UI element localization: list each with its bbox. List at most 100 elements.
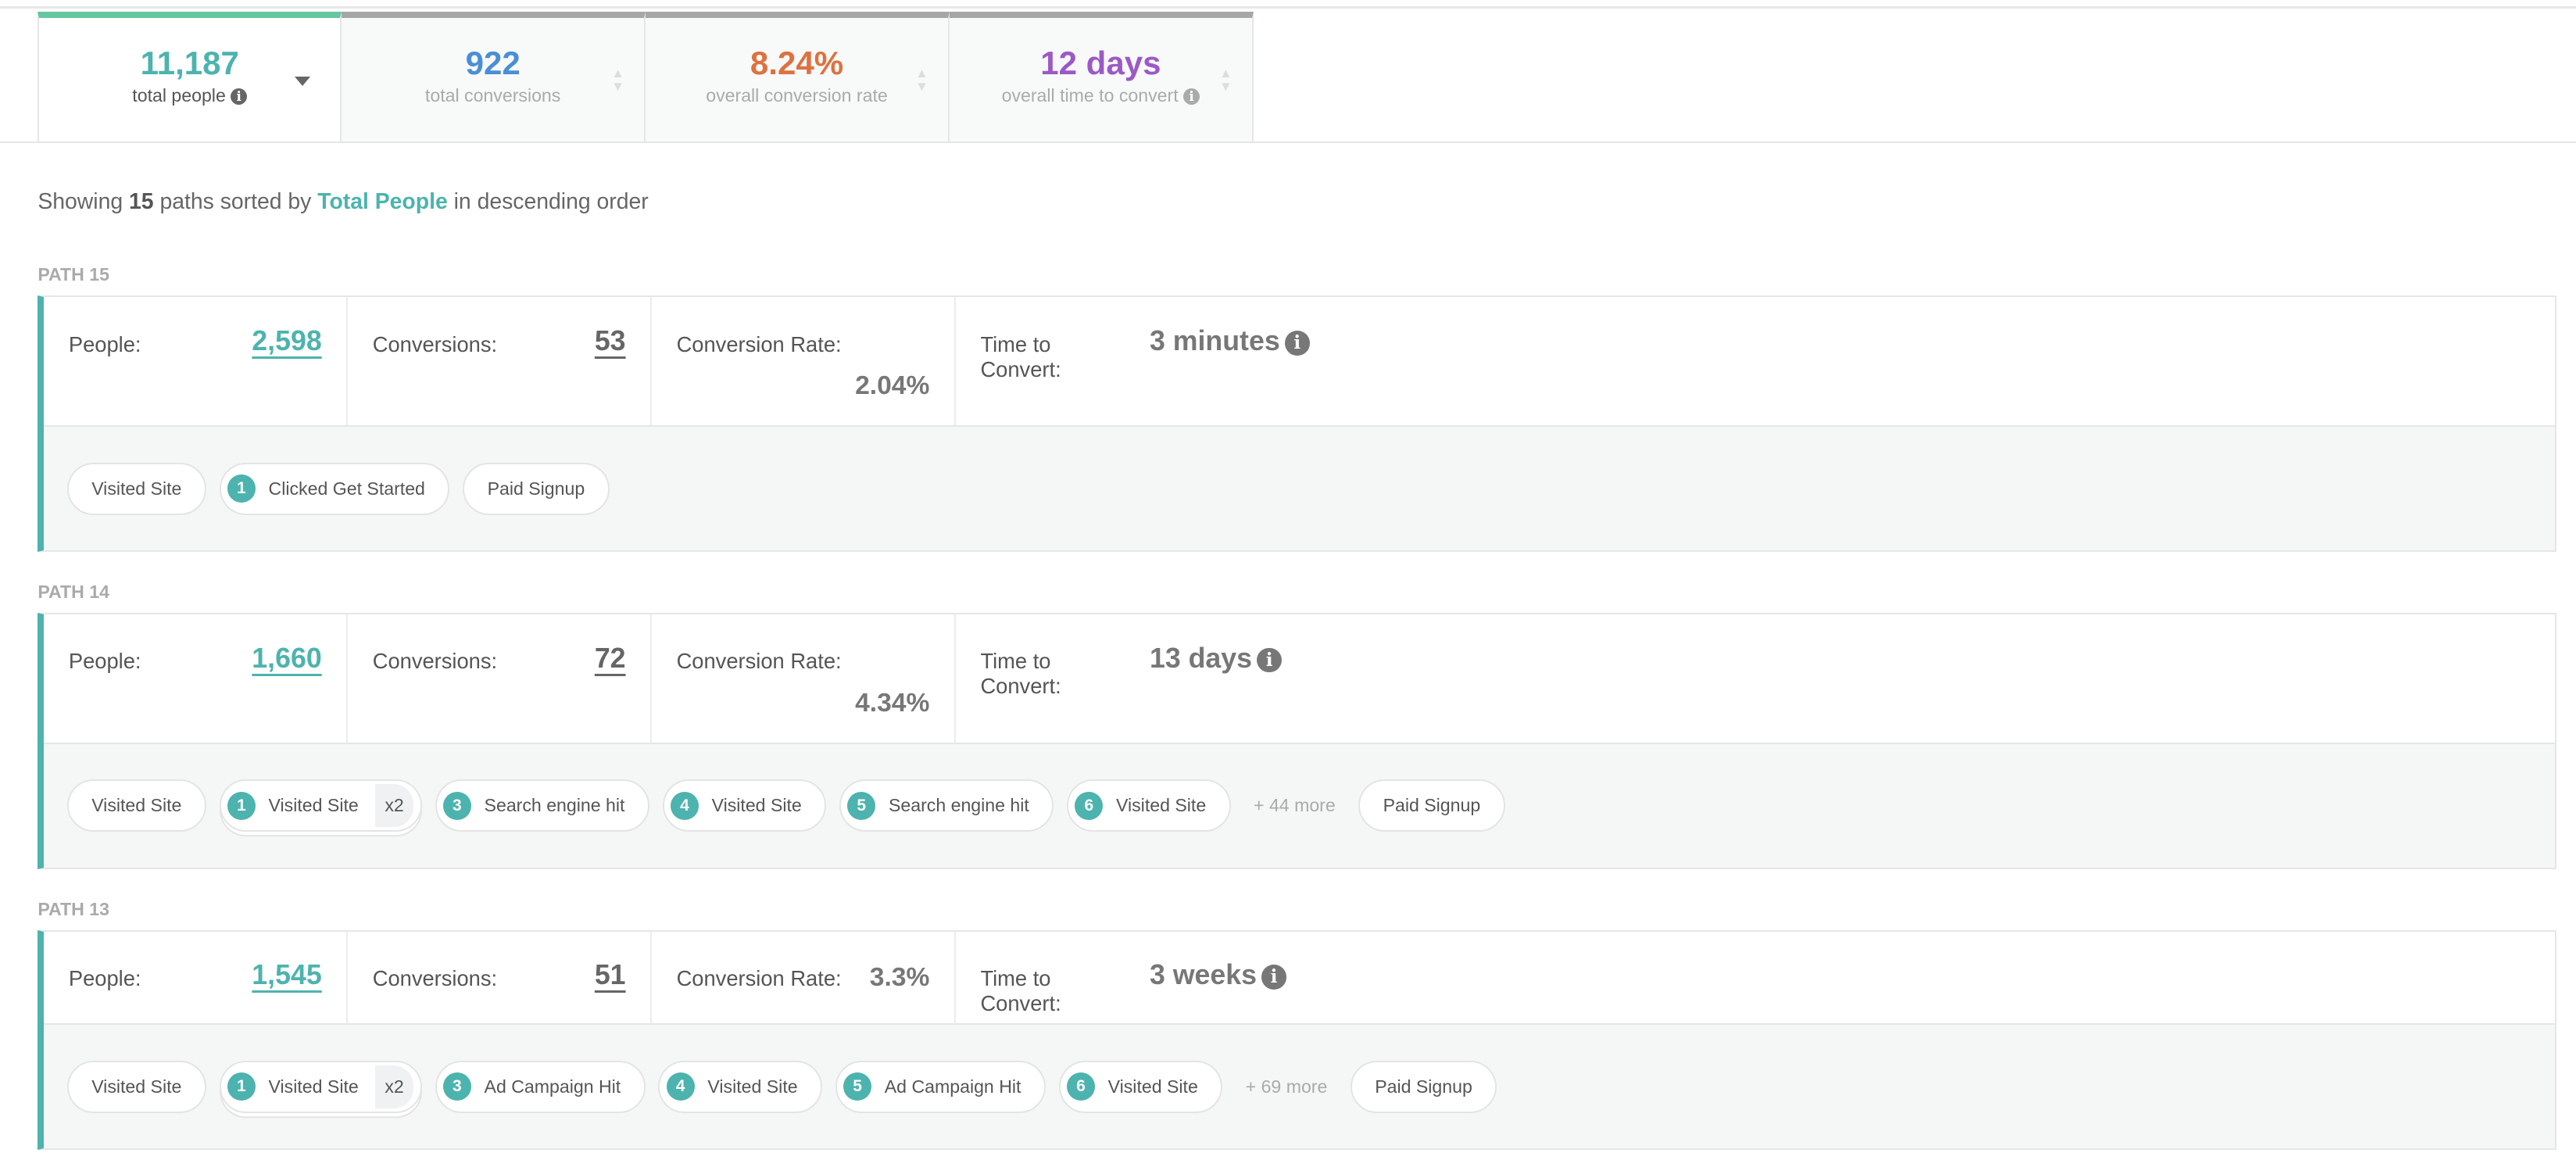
info-icon[interactable]: i: [231, 88, 248, 106]
conversions-link[interactable]: 72: [594, 642, 626, 674]
people-link[interactable]: 1,545: [252, 959, 322, 991]
time-value-wrap: 3 weeks i: [1150, 959, 1286, 991]
info-icon[interactable]: i: [1183, 88, 1200, 106]
step-chip[interactable]: Visited Site: [66, 779, 206, 832]
path-steps: Visited Site 1 Visited Site x2 3 Ad Campaign …: [44, 1025, 2555, 1149]
sort-arrows-icon[interactable]: ▲ ▼: [915, 65, 928, 94]
step-chip[interactable]: Visited Site: [66, 462, 206, 515]
step-label: Visited Site: [711, 795, 802, 816]
step-chip[interactable]: Paid Signup: [1358, 779, 1505, 832]
sort-summary: Showing 15 paths sorted by Total People …: [38, 189, 648, 215]
people-stat: People: 1,660: [44, 614, 349, 743]
step-label: Search engine hit: [888, 795, 1029, 816]
sort-arrows-icon[interactable]: ▲ ▼: [1218, 65, 1233, 94]
path-steps: Visited Site 1 Visited Site x2 3 Search engin…: [44, 743, 2555, 868]
metric-tab-3[interactable]: 12 days overall time to convert i ▲ ▼: [949, 11, 1254, 143]
step-chip[interactable]: Visited Site: [66, 1060, 206, 1113]
people-label: People:: [68, 965, 141, 990]
repeat-count: x2: [374, 1065, 414, 1108]
more-steps-link[interactable]: + 69 more: [1245, 1076, 1328, 1097]
step-label: Search engine hit: [484, 795, 625, 816]
summary-text: in descending order: [447, 188, 649, 214]
time-label: Time to Convert:: [980, 965, 1061, 1015]
info-icon[interactable]: i: [1257, 647, 1282, 673]
time-value-wrap: 3 minutes i: [1150, 325, 1310, 357]
step-label: Visited Site: [1116, 795, 1207, 816]
rate-stat: Conversion Rate: 2.04%: [652, 297, 956, 426]
path-count: 15: [129, 188, 154, 214]
step-chip[interactable]: 5 Ad Campaign Hit: [835, 1060, 1046, 1113]
step-chip[interactable]: 1 Visited Site x2: [219, 779, 422, 832]
path-stats: People: 1,660 Conversions: 72 Conversion Rat…: [44, 614, 2555, 744]
step-chip[interactable]: 1 Clicked Get Started: [219, 462, 450, 515]
rate-stat: Conversion Rate: 3.3%: [652, 931, 956, 1024]
step-label: Visited Site: [91, 795, 182, 816]
step-chip[interactable]: 3 Ad Campaign Hit: [435, 1060, 646, 1113]
repeat-count: x2: [374, 784, 414, 828]
step-number-badge: 1: [227, 1072, 256, 1101]
step-chip[interactable]: 1 Visited Site x2: [219, 1060, 422, 1113]
time-label: Time to Convert:: [980, 331, 1061, 381]
metric-tabs: 11,187 total people i 922 total conversions…: [38, 11, 1254, 143]
step-label: Clicked Get Started: [268, 478, 425, 499]
sort-field: Total People: [317, 188, 448, 214]
conversions-link[interactable]: 51: [594, 959, 626, 991]
metric-label-text: total conversions: [424, 84, 561, 106]
step-label: Visited Site: [91, 478, 182, 499]
metric-value: 922: [465, 45, 521, 82]
step-chip[interactable]: Paid Signup: [463, 462, 610, 515]
sort-arrows-icon[interactable]: ▲ ▼: [611, 65, 624, 94]
metric-tab-0[interactable]: 11,187 total people i: [38, 11, 342, 143]
step-chip[interactable]: 4 Visited Site: [658, 1060, 823, 1113]
step-chip[interactable]: 3 Search engine hit: [435, 779, 649, 832]
metric-label: total conversions: [342, 85, 644, 106]
time-value: 3 weeks: [1149, 959, 1257, 991]
people-link[interactable]: 1,660: [252, 642, 322, 674]
time-value-wrap: 13 days i: [1150, 643, 1282, 675]
metric-value: 8.24%: [750, 45, 844, 82]
divider: [0, 6, 2576, 9]
step-label: Paid Signup: [1383, 795, 1481, 816]
step-label: Visited Site: [1107, 1076, 1198, 1097]
info-icon[interactable]: i: [1284, 330, 1310, 356]
conversions-link[interactable]: 53: [594, 325, 626, 357]
summary-text: Showing: [38, 188, 130, 214]
step-chip[interactable]: Paid Signup: [1350, 1060, 1497, 1113]
metric-tab-2[interactable]: 8.24% overall conversion rate ▲ ▼: [646, 11, 950, 143]
step-number-badge: 5: [843, 1072, 871, 1101]
step-number-badge: 1: [227, 791, 256, 820]
divider: [0, 141, 2576, 143]
metric-label-text: overall time to convert: [1001, 84, 1179, 106]
step-label: Paid Signup: [1375, 1076, 1472, 1097]
path-card: People: 1,545 Conversions: 51 Conversion Rat…: [38, 929, 2556, 1151]
step-number-badge: 4: [671, 791, 699, 820]
step-number-badge: 3: [443, 791, 471, 820]
metric-label: overall conversion rate: [646, 85, 948, 106]
step-chip[interactable]: 5 Search engine hit: [839, 779, 1054, 832]
info-icon[interactable]: i: [1261, 965, 1286, 990]
step-chip[interactable]: 4 Visited Site: [662, 779, 827, 832]
people-stat: People: 2,598: [44, 297, 349, 426]
time-stat: Time to Convert: 3 minutes i: [956, 297, 1310, 425]
people-label: People:: [68, 649, 141, 674]
step-chip[interactable]: 6 Visited Site: [1058, 1060, 1223, 1113]
metric-value: 12 days: [1040, 45, 1161, 82]
step-number-badge: 5: [847, 791, 876, 820]
step-number-badge: 6: [1075, 791, 1104, 820]
rate-label: Conversion Rate:: [676, 649, 842, 674]
caret-down-icon[interactable]: [295, 77, 311, 86]
more-steps-link[interactable]: + 44 more: [1254, 795, 1336, 816]
rate-value: 3.3%: [869, 962, 930, 992]
time-stat: Time to Convert: 13 days i: [956, 614, 1282, 743]
step-label: Ad Campaign Hit: [884, 1076, 1021, 1097]
metric-label-text: overall conversion rate: [706, 84, 888, 106]
time-value: 13 days: [1149, 642, 1253, 674]
metric-tab-1[interactable]: 922 total conversions ▲ ▼: [342, 11, 646, 143]
path-card: People: 2,598 Conversions: 53 Conversion Rat…: [38, 295, 2556, 552]
metric-label: total people i: [39, 85, 340, 106]
step-chip[interactable]: 6 Visited Site: [1067, 779, 1231, 832]
people-link[interactable]: 2,598: [252, 325, 322, 357]
step-label: Visited Site: [268, 1076, 359, 1097]
step-label: Visited Site: [707, 1076, 798, 1097]
rate-value: 4.34%: [855, 688, 930, 718]
